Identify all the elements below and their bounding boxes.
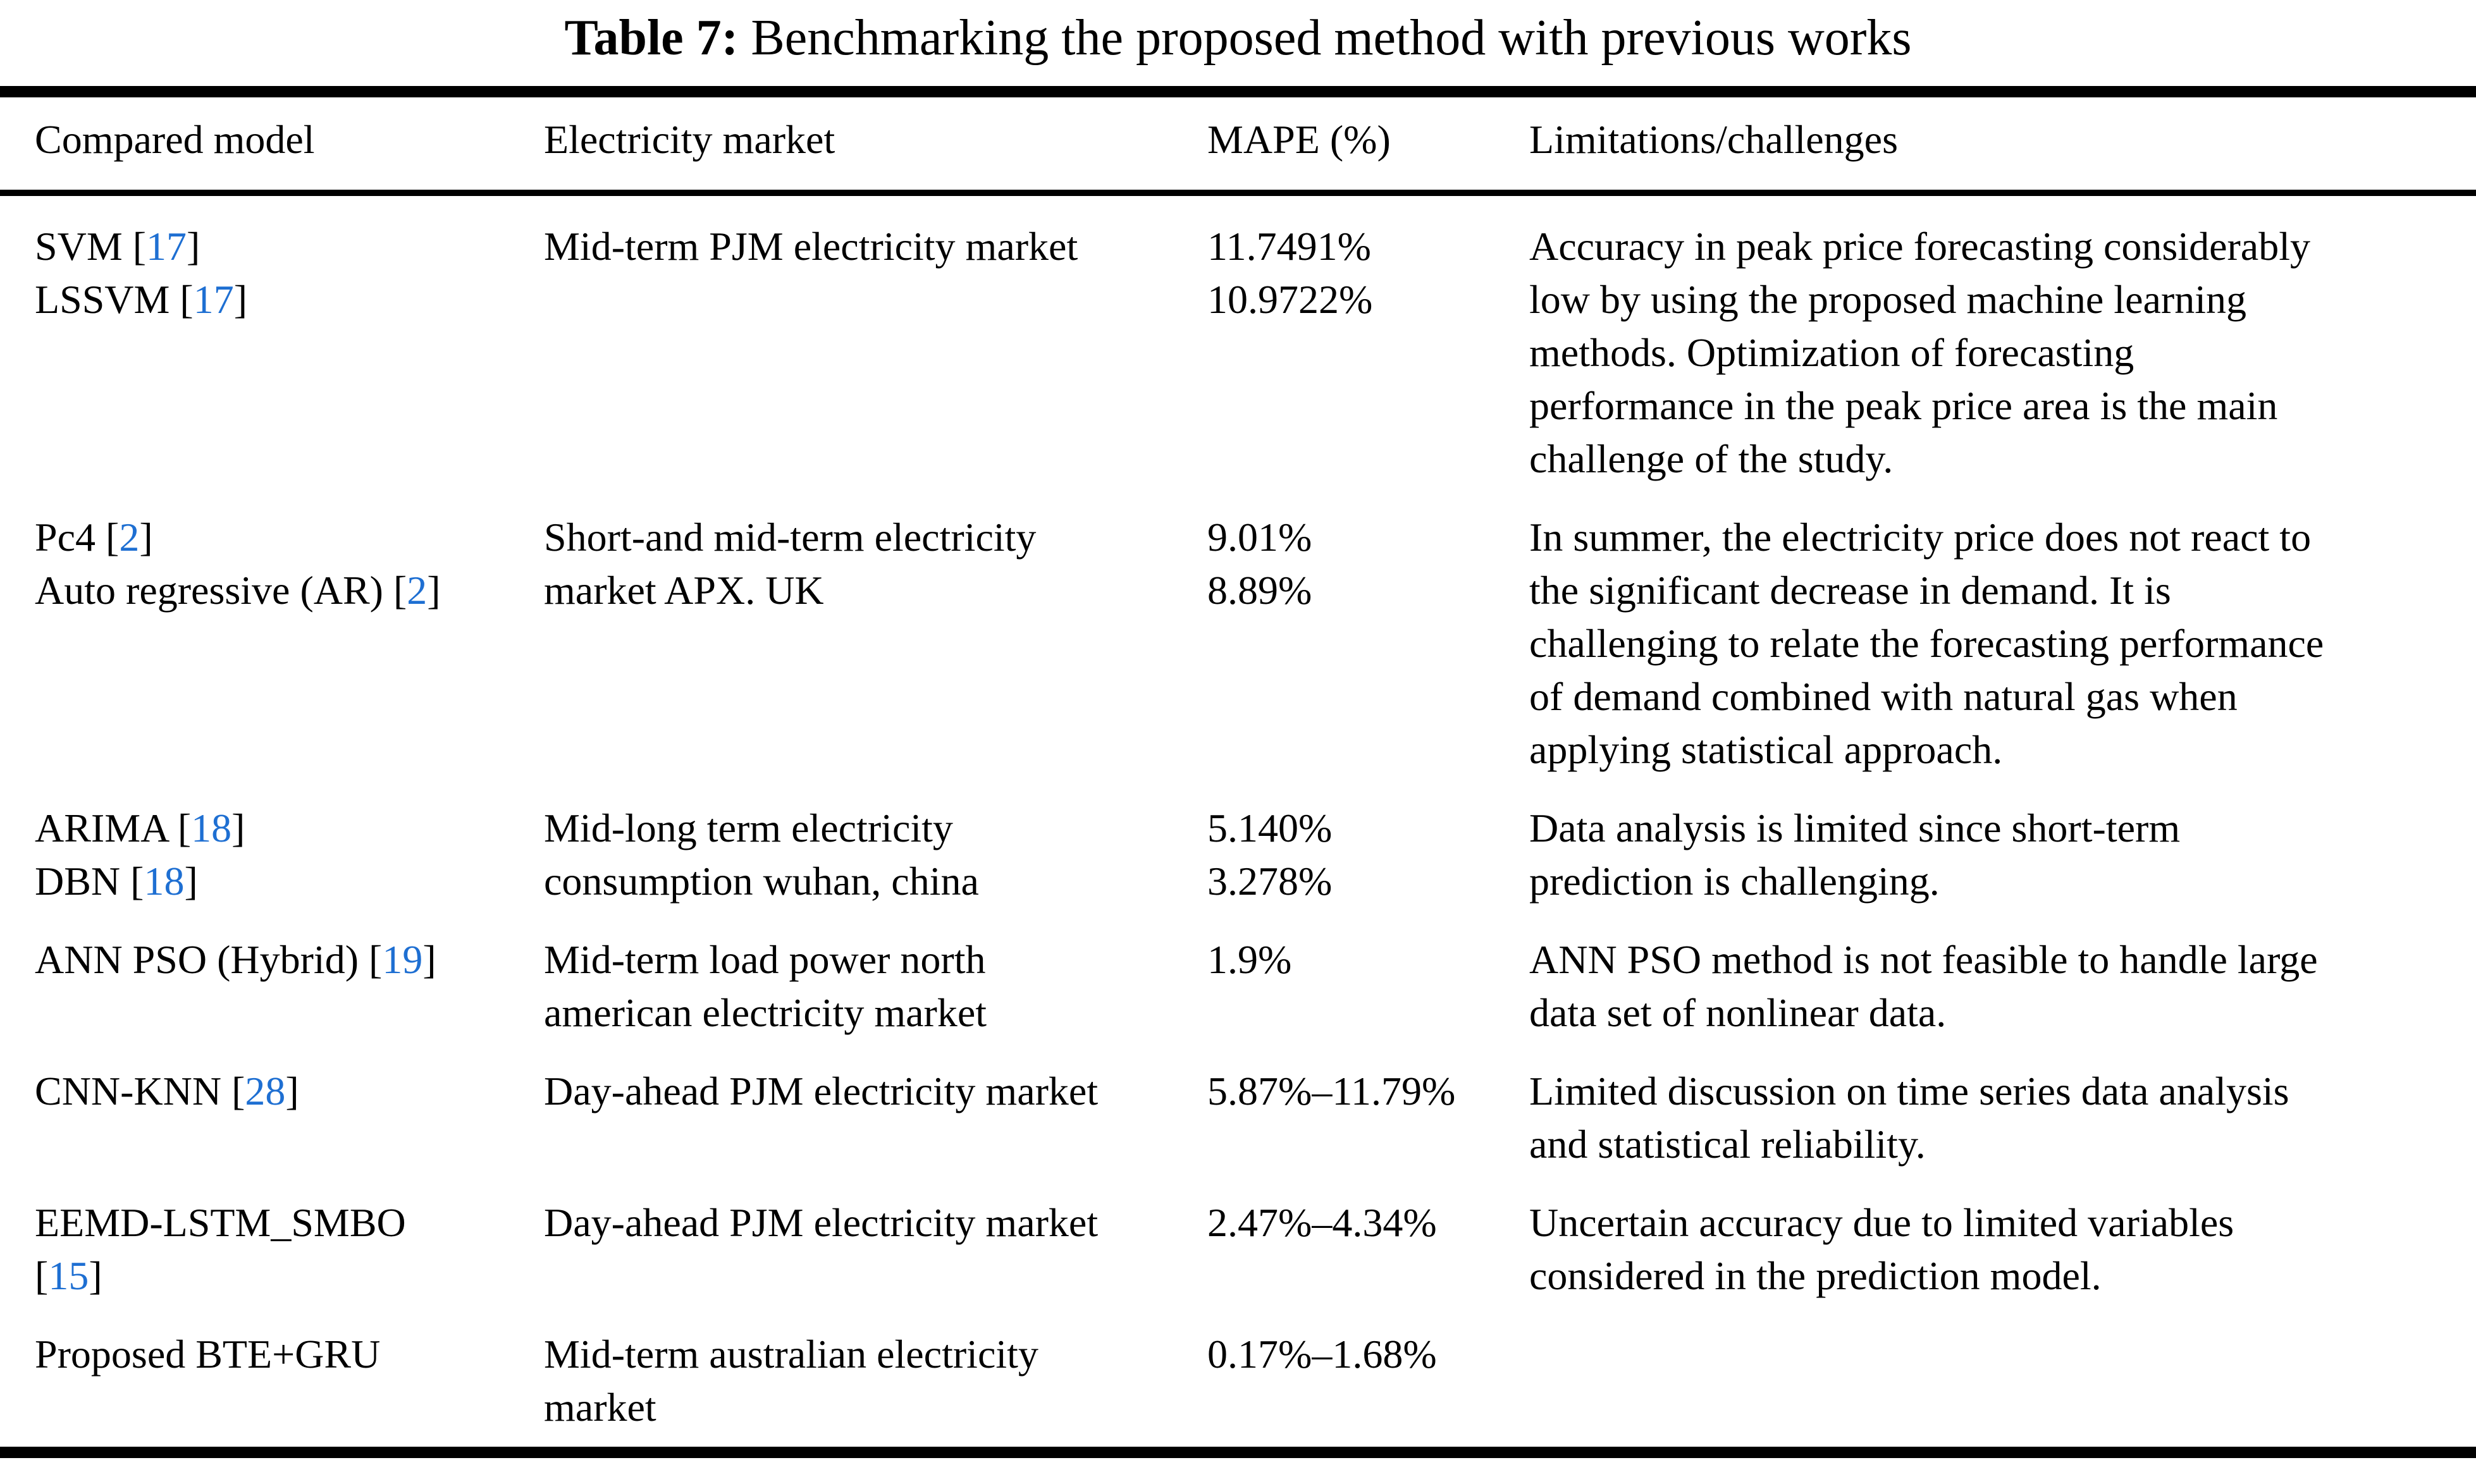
reference-number[interactable]: 28 [245,1069,286,1113]
cell-mape: 5.87%–11.79% [1207,1069,1456,1113]
reference-number[interactable]: 2 [119,515,140,560]
model-label-segment: ] [285,1069,299,1113]
model-label-segment: ] [187,224,200,269]
model-label-segment: ] [139,515,153,560]
model-label-segment: ] [231,806,245,850]
column-header-mape: MAPE (%) [1207,92,1529,196]
table-caption-text: Benchmarking the proposed method with pr… [738,10,1912,66]
cell-limitations: Limited discussion on time series data a… [1529,1069,2289,1167]
cell-compared-model: CNN-KNN [28] [0,1065,544,1196]
reference-number[interactable]: 17 [193,277,234,322]
column-header-electricity-market: Electricity market [544,92,1207,196]
model-label-segment: ] [89,1253,102,1298]
table-row-svm-lssvm: SVM [17] LSSVM [17] Mid-term PJM electri… [0,193,2476,511]
model-line: SVM [17] [35,220,538,273]
reference-number[interactable]: 15 [48,1253,89,1298]
model-label-segment: ] [233,277,248,322]
cell-mape: 5.140% 3.278% [1207,806,1333,904]
model-label-segment: ] [422,937,436,982]
table-row-proposed-bte-gru: Proposed BTE+GRU Mid-term australian ele… [0,1328,2476,1452]
model-line: ANN PSO (Hybrid) [19] [35,933,538,986]
cell-limitations [1529,1328,2476,1452]
model-label-segment: [ [35,1253,49,1298]
table-caption-label: Table 7: [564,10,739,66]
model-line: CNN-KNN [28] [35,1065,538,1118]
cell-compared-model: Pc4 [2] Auto regressive (AR) [2] [0,511,544,802]
column-header-limitations: Limitations/challenges [1529,92,2476,196]
cell-compared-model: Proposed BTE+GRU [0,1328,544,1452]
table-row-cnn-knn: CNN-KNN [28] Day-ahead PJM electricity m… [0,1065,2476,1196]
cell-mape: 9.01% 8.89% [1207,515,1312,613]
model-label-segment: Auto regressive (AR) [ [35,568,407,613]
table-row-arima-dbn: ARIMA [18] DBN [18] Mid-long term electr… [0,802,2476,933]
table-body: SVM [17] LSSVM [17] Mid-term PJM electri… [0,193,2476,1452]
model-label-segment: DBN [ [35,859,144,904]
cell-limitations: Data analysis is limited since short-ter… [1529,806,2181,904]
reference-number[interactable]: 18 [144,859,185,904]
paper-page: Table 7: Benchmarking the proposed metho… [0,8,2476,1458]
model-line: EEMD-LSTM_SMBO [35,1196,538,1249]
model-label-segment: SVM [ [35,224,147,269]
model-label-segment: CNN-KNN [ [35,1069,245,1113]
cell-limitations: Uncertain accuracy due to limited variab… [1529,1200,2234,1298]
model-line: Auto regressive (AR) [2] [35,564,538,617]
model-line: LSSVM [17] [35,273,538,326]
cell-mape: 0.17%–1.68% [1207,1332,1437,1377]
model-label-segment: Pc4 [ [35,515,120,560]
model-line: ARIMA [18] [35,802,538,855]
cell-electricity-market: Day-ahead PJM electricity market [544,1200,1099,1245]
cell-electricity-market: Mid-term PJM electricity market [544,224,1078,269]
cell-compared-model: SVM [17] LSSVM [17] [0,193,544,511]
table-row-pc4-ar: Pc4 [2] Auto regressive (AR) [2] Short-a… [0,511,2476,802]
table-row-ann-pso: ANN PSO (Hybrid) [19] Mid-term load powe… [0,933,2476,1065]
cell-compared-model: ANN PSO (Hybrid) [19] [0,933,544,1065]
model-line: Pc4 [2] [35,511,538,564]
table-row-eemd-lstm-smbo: EEMD-LSTM_SMBO [15] Day-ahead PJM electr… [0,1196,2476,1328]
table-caption: Table 7: Benchmarking the proposed metho… [0,8,2476,68]
cell-limitations: In summer, the electricity price does no… [1529,515,2324,772]
model-line: Proposed BTE+GRU [35,1328,538,1381]
cell-electricity-market: Mid-long term electricity consumption wu… [544,806,979,904]
cell-electricity-market: Short-and mid-term electricity market AP… [544,515,1037,613]
cell-mape: 2.47%–4.34% [1207,1200,1437,1245]
benchmark-table: Compared model Electricity market MAPE (… [0,86,2476,1458]
cell-mape: 1.9% [1207,937,1292,982]
model-label-segment: EEMD-LSTM_SMBO [35,1200,406,1245]
column-header-compared-model: Compared model [0,92,544,196]
model-label-segment: ARIMA [ [35,806,192,850]
model-label-segment: ANN PSO (Hybrid) [ [35,937,383,982]
cell-limitations: Accuracy in peak price forecasting consi… [1529,224,2310,481]
model-label-segment: ] [184,859,198,904]
reference-number[interactable]: 2 [407,568,428,613]
reference-number[interactable]: 19 [382,937,423,982]
model-label-segment: ] [427,568,441,613]
model-label-segment: Proposed BTE+GRU [35,1332,381,1377]
cell-electricity-market: Mid-term australian electricity market [544,1332,1038,1430]
cell-electricity-market: Day-ahead PJM electricity market [544,1069,1099,1113]
table-header-row: Compared model Electricity market MAPE (… [0,92,2476,196]
cell-mape: 11.7491% 10.9722% [1207,224,1373,322]
cell-compared-model: ARIMA [18] DBN [18] [0,802,544,933]
cell-limitations: ANN PSO method is not feasible to handle… [1529,937,2318,1035]
cell-electricity-market: Mid-term load power north american elect… [544,937,987,1035]
model-line: DBN [18] [35,855,538,908]
model-line: [15] [35,1249,538,1303]
model-label-segment: LSSVM [ [35,277,194,322]
reference-number[interactable]: 18 [191,806,232,850]
cell-compared-model: EEMD-LSTM_SMBO [15] [0,1196,544,1328]
reference-number[interactable]: 17 [146,224,187,269]
